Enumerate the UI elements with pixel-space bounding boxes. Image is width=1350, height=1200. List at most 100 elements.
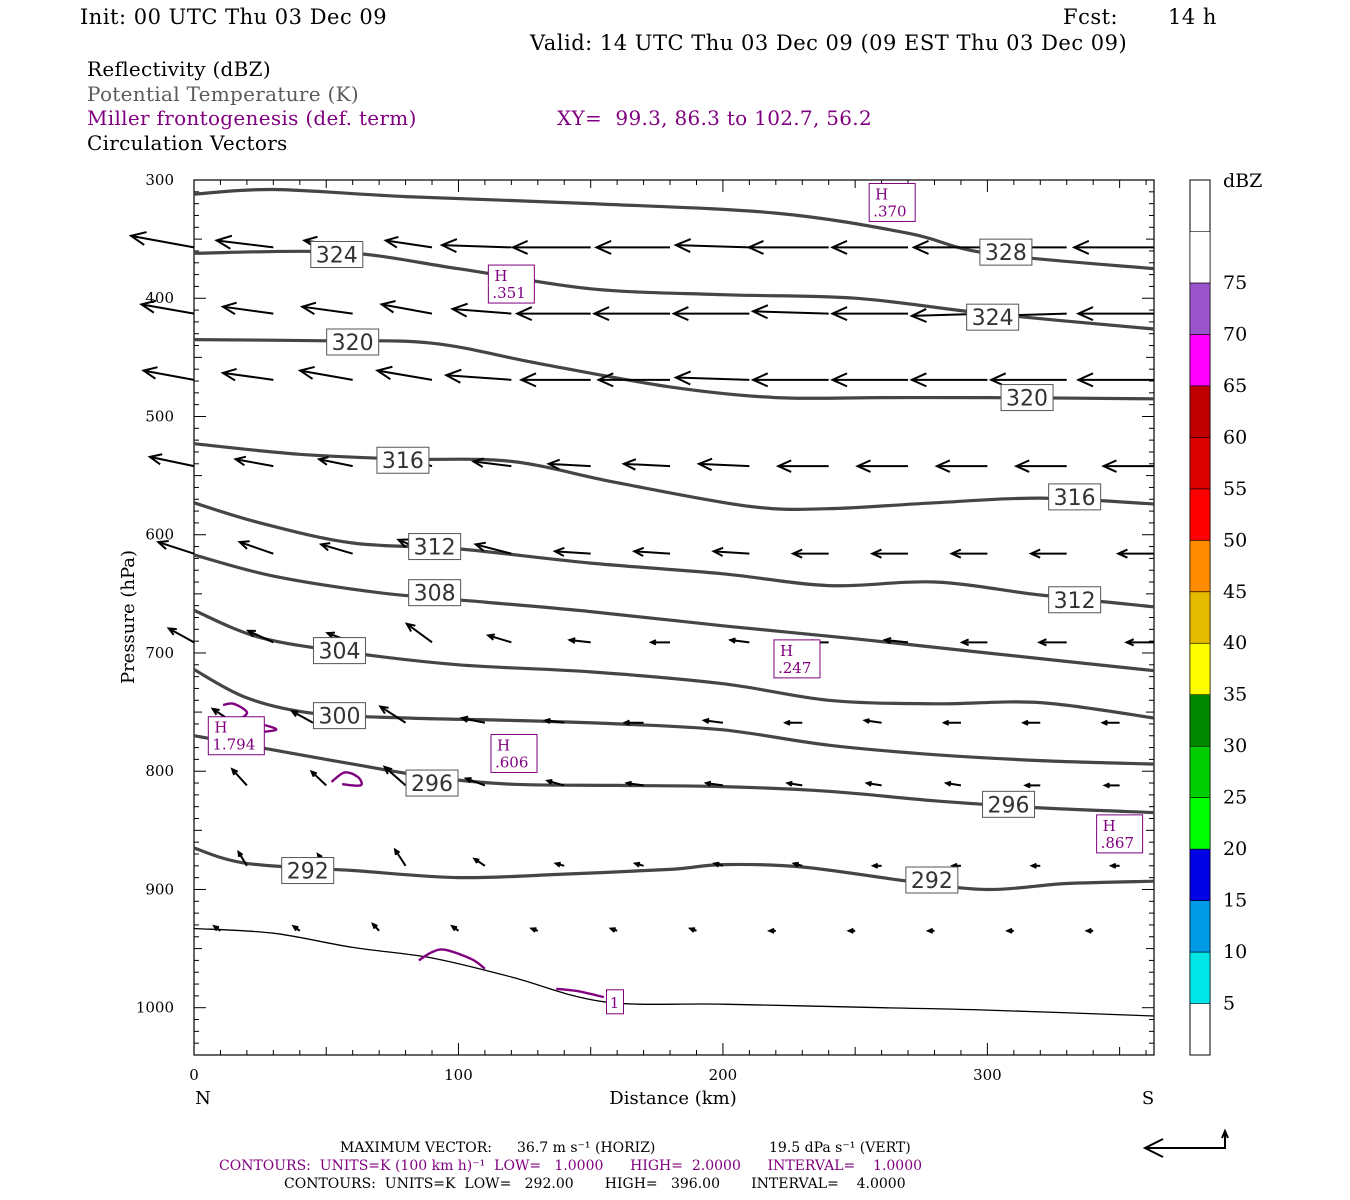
circulation-vector — [711, 546, 750, 557]
circulation-vector — [775, 459, 829, 473]
colorbar-segment — [1189, 334, 1211, 387]
legend-potential-temperature: Potential Temperature (K) — [87, 82, 359, 106]
vector-head — [309, 769, 318, 778]
vector-head — [750, 304, 769, 320]
frontogenesis-max-value: .247 — [778, 659, 811, 677]
y-tick-label: 800 — [145, 762, 174, 780]
axis-tick-labels: 0 100 200 300 300 400 500 600 700 800 900 1000 — [136, 171, 1002, 1084]
frontogenesis-max-box — [868, 182, 916, 222]
circulation-vector — [212, 924, 222, 932]
x-axis-label: Distance (km) — [609, 1088, 736, 1109]
vector-head — [673, 370, 692, 386]
circulation-vector — [155, 539, 195, 555]
vector-head — [325, 631, 336, 640]
circulation-vector — [139, 299, 195, 315]
vector-head — [785, 780, 793, 787]
legend-circulation-vectors: Circulation Vectors — [87, 131, 288, 155]
circulation-vector — [959, 638, 988, 647]
vector-shaft — [216, 239, 274, 249]
circulation-vector — [785, 780, 803, 787]
vector-head — [949, 548, 962, 559]
vector-head — [909, 372, 927, 388]
vector-shaft — [394, 849, 407, 867]
isentrope-label: 296 — [411, 772, 453, 797]
vector-head — [943, 780, 952, 787]
circulation-vector — [701, 717, 724, 725]
circulation-vector — [147, 453, 195, 468]
colorbar-label: 45 — [1223, 581, 1247, 603]
circulation-vector — [1102, 782, 1120, 789]
isentrope-label-box — [408, 579, 462, 607]
circulation-vector — [1084, 927, 1094, 934]
circulation-vector — [529, 927, 539, 933]
circulation-vector — [909, 372, 988, 388]
vector-head — [596, 372, 614, 388]
vector-shaft — [703, 719, 724, 724]
vector-shaft — [946, 782, 962, 787]
vector-head — [552, 546, 565, 557]
isentrope-296 — [193, 734, 1155, 815]
vector-head — [783, 719, 791, 726]
circulation-vector — [925, 927, 935, 934]
circulation-vector — [289, 710, 314, 724]
vector-shaft — [634, 550, 671, 555]
isentrope-label: 324 — [972, 306, 1014, 331]
isentrope-label-box — [1048, 586, 1102, 614]
circulation-vector — [439, 238, 512, 253]
vector-head — [790, 548, 803, 559]
terrain-surface — [193, 927, 1155, 1017]
circulation-vector — [862, 718, 882, 724]
circulation-vector — [790, 548, 829, 559]
vector-head — [911, 239, 929, 255]
vector-head — [1101, 459, 1117, 473]
vector-shaft — [300, 369, 353, 381]
colorbar-segment — [1189, 591, 1211, 644]
frontogenesis-max-value: .867 — [1101, 834, 1134, 852]
circulation-vector — [316, 456, 353, 468]
vector-head — [450, 302, 468, 318]
isentrope-label-box — [326, 328, 380, 356]
vector-shaft — [675, 244, 750, 249]
vector-head — [712, 861, 720, 868]
contours-frontogenesis-info: CONTOURS: UNITS=K (100 km h)⁻¹ LOW= 1.00… — [219, 1158, 923, 1174]
terrain-line — [193, 927, 1155, 1017]
vector-shaft — [487, 634, 512, 644]
vector-head — [382, 765, 393, 775]
circulation-vector — [233, 455, 274, 468]
isentrope-label-box — [405, 769, 459, 797]
vector-shaft — [141, 303, 195, 315]
legend-miller-frontogenesis: Miller frontogenesis (def. term) — [87, 106, 417, 130]
circulation-vector — [671, 306, 750, 322]
vector-head — [1108, 862, 1117, 869]
vector-head — [701, 717, 710, 725]
vector-shaft — [406, 623, 433, 644]
colorbar-label: 25 — [1223, 787, 1247, 809]
colorbar-segment — [1189, 231, 1211, 284]
vector-head — [529, 927, 537, 933]
colorbar-segment — [1189, 385, 1211, 438]
isentrope-label-box — [1000, 384, 1054, 412]
isentrope-label: 296 — [988, 793, 1030, 818]
vector-head — [383, 236, 399, 249]
colorbar-segment — [1189, 900, 1211, 953]
vector-shaft — [231, 768, 248, 787]
vector-head — [1023, 782, 1031, 789]
colorbar-label: 35 — [1223, 684, 1247, 706]
circulation-vector — [632, 861, 644, 868]
circulation-vector — [622, 719, 644, 726]
circulation-vector — [596, 372, 671, 388]
circulation-vector — [1013, 459, 1067, 473]
vector-head — [472, 857, 480, 864]
circulation-vector — [237, 849, 248, 867]
circulation-vector — [1075, 372, 1154, 388]
circulation-vector — [318, 542, 353, 555]
vector-shaft — [461, 717, 486, 724]
circulation-vector — [567, 637, 591, 644]
circulation-vector — [728, 637, 750, 644]
y-tick-label: 1000 — [136, 999, 174, 1017]
vector-head — [518, 372, 537, 388]
vector-head — [909, 308, 927, 323]
colorbar-segment — [1189, 488, 1211, 541]
max-vector-vert: 19.5 dPa s⁻¹ (VERT) — [769, 1140, 911, 1156]
isentrope-label: 324 — [316, 243, 358, 268]
